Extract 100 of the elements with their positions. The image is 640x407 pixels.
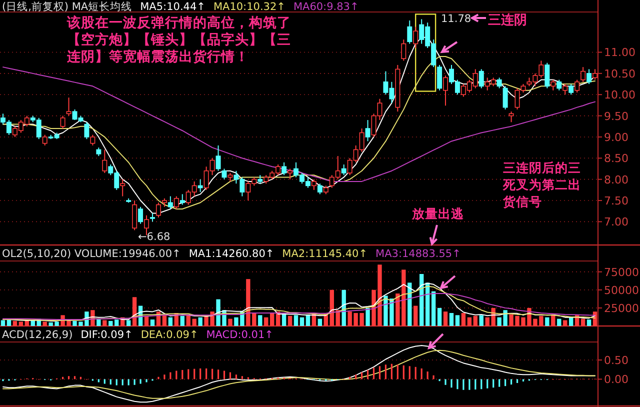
y-tick-label: 9.50 — [604, 110, 628, 123]
candlestick — [562, 84, 568, 96]
candlestick — [401, 39, 406, 62]
candlestick — [282, 162, 287, 176]
y-tick-label: 7.00 — [604, 216, 628, 229]
bar — [228, 318, 232, 326]
annotation: ←6.68 — [138, 231, 170, 243]
y-tick-label: 10.50 — [604, 67, 636, 80]
candlestick — [132, 200, 138, 231]
text: MA10:10.32↑ — [213, 1, 286, 13]
bar — [586, 320, 592, 326]
bar — [102, 320, 107, 326]
chart-title: ACD(12,26,9) — [2, 329, 73, 341]
bar — [563, 320, 568, 326]
text: MACD:0.01↑ — [206, 329, 274, 341]
candlestick — [288, 168, 293, 180]
y-tick-label: 10.00 — [604, 88, 636, 102]
candlestick — [407, 20, 412, 44]
bar — [42, 322, 47, 326]
bar — [192, 318, 196, 326]
y-tick-label: 8.00 — [604, 173, 628, 186]
candlestick — [478, 68, 484, 89]
candlestick — [568, 84, 574, 96]
bar — [270, 313, 274, 326]
y-tick-label: 0.50 — [604, 354, 628, 368]
bar — [461, 313, 466, 326]
annotation: 三连阴 — [488, 13, 527, 28]
bar — [180, 316, 184, 326]
annotation: 死叉为第二出 — [502, 177, 581, 192]
bar — [162, 315, 167, 326]
bar — [198, 317, 202, 326]
candlestick — [341, 164, 346, 176]
annotation: 【空方炮】【锤头】【品字头】【三 — [67, 31, 291, 48]
candlestick — [222, 168, 227, 180]
candlestick — [496, 77, 502, 89]
bar — [294, 315, 298, 326]
candlestick — [216, 144, 221, 172]
bar — [580, 318, 586, 326]
annotation: 货信号 — [502, 194, 542, 209]
candlestick — [574, 79, 580, 93]
text: MA5:10.44↑ — [140, 1, 206, 13]
candlestick — [365, 120, 370, 142]
candlestick — [90, 134, 96, 146]
bar — [258, 315, 262, 326]
bar — [366, 308, 370, 326]
bar — [449, 313, 454, 326]
candlestick — [592, 68, 598, 80]
candlestick — [437, 64, 442, 91]
bar — [108, 320, 113, 326]
candlestick — [156, 202, 161, 218]
candlestick — [502, 86, 508, 110]
bar — [467, 317, 472, 326]
candlestick — [580, 66, 586, 82]
candlestick — [550, 79, 556, 91]
bar — [318, 318, 322, 326]
text: MA3:14883.55↑ — [376, 248, 461, 260]
y-tick-label: 0.00 — [604, 373, 628, 386]
y-tick-label: 50000 — [604, 284, 639, 297]
bar — [96, 320, 101, 326]
candlestick — [413, 26, 418, 49]
bar — [126, 320, 131, 326]
text: DEA:0.09↑ — [140, 329, 198, 341]
candlestick — [311, 178, 316, 190]
annotation: 连阴】等宽幅震荡出货行情！ — [66, 48, 249, 65]
line-series — [2, 293, 596, 320]
bar — [437, 308, 442, 326]
y-tick-label: 9.00 — [604, 130, 628, 144]
text: MA60:9.83↑ — [293, 1, 359, 13]
candlestick — [317, 183, 322, 195]
bar — [114, 320, 119, 326]
bar — [431, 291, 436, 326]
y-tick-label: 8.50 — [604, 152, 628, 166]
y-tick-label: 25000 — [604, 302, 639, 315]
candlestick — [544, 62, 550, 89]
text: MA1:14260.80↑ — [188, 248, 274, 260]
candlestick — [586, 68, 592, 85]
candlestick — [168, 196, 173, 210]
chart-title: OL2(5,10,20) VOLUME:19946.00↑ — [2, 248, 181, 260]
y-tick-label: 7.50 — [604, 194, 628, 208]
candlestick — [84, 122, 90, 140]
bar — [545, 317, 550, 326]
bar — [414, 306, 418, 326]
candlestick — [556, 79, 562, 91]
y-tick-label: 11.00 — [604, 46, 636, 60]
bar — [473, 316, 478, 326]
bar — [479, 315, 484, 326]
bar — [0, 320, 6, 326]
candlestick — [180, 194, 185, 206]
bar — [455, 315, 460, 326]
chart-title: (日线,前复权) MA短长均线 — [2, 0, 132, 13]
annotation: 该股在一波反弹行情的高位，构筑了 — [66, 14, 291, 31]
bar — [168, 317, 173, 326]
annotation: 放量出逃 — [411, 206, 464, 221]
bar — [443, 312, 448, 326]
candlestick — [138, 206, 144, 224]
bar — [485, 317, 490, 326]
annotation: 三连阴后的三 — [503, 160, 581, 175]
candlestick — [60, 115, 66, 129]
annotation: 11.78 — [441, 13, 472, 25]
candlestick — [174, 196, 179, 210]
